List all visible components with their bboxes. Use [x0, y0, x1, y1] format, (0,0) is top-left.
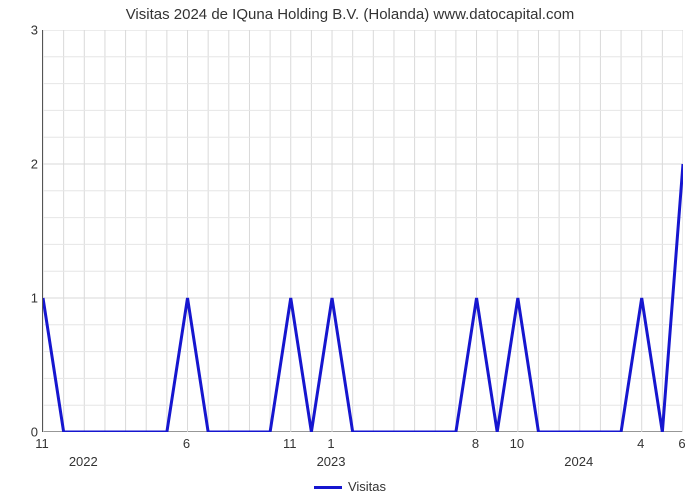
x-tick-label: 4 [637, 436, 644, 451]
y-tick-label: 2 [0, 157, 38, 172]
x-tick-label: 6 [183, 436, 190, 451]
x-tick-label: 10 [510, 436, 524, 451]
y-tick-label: 3 [0, 23, 38, 38]
y-tick-label: 1 [0, 291, 38, 306]
legend-line [314, 486, 342, 489]
x-tick-label: 11 [35, 436, 49, 451]
x-year-label: 2024 [564, 454, 593, 469]
x-year-label: 2022 [69, 454, 98, 469]
legend-label: Visitas [348, 479, 386, 494]
plot-area [42, 30, 682, 432]
legend: Visitas [0, 479, 700, 494]
x-tick-label: 11 [283, 436, 297, 451]
x-year-label: 2023 [317, 454, 346, 469]
series-svg [43, 30, 683, 432]
x-tick-label: 1 [327, 436, 334, 451]
x-tick-label: 8 [472, 436, 479, 451]
chart-container: Visitas 2024 de IQuna Holding B.V. (Hola… [0, 0, 700, 500]
y-tick-label: 0 [0, 425, 38, 440]
chart-title: Visitas 2024 de IQuna Holding B.V. (Hola… [0, 6, 700, 23]
x-tick-label: 6 [678, 436, 685, 451]
